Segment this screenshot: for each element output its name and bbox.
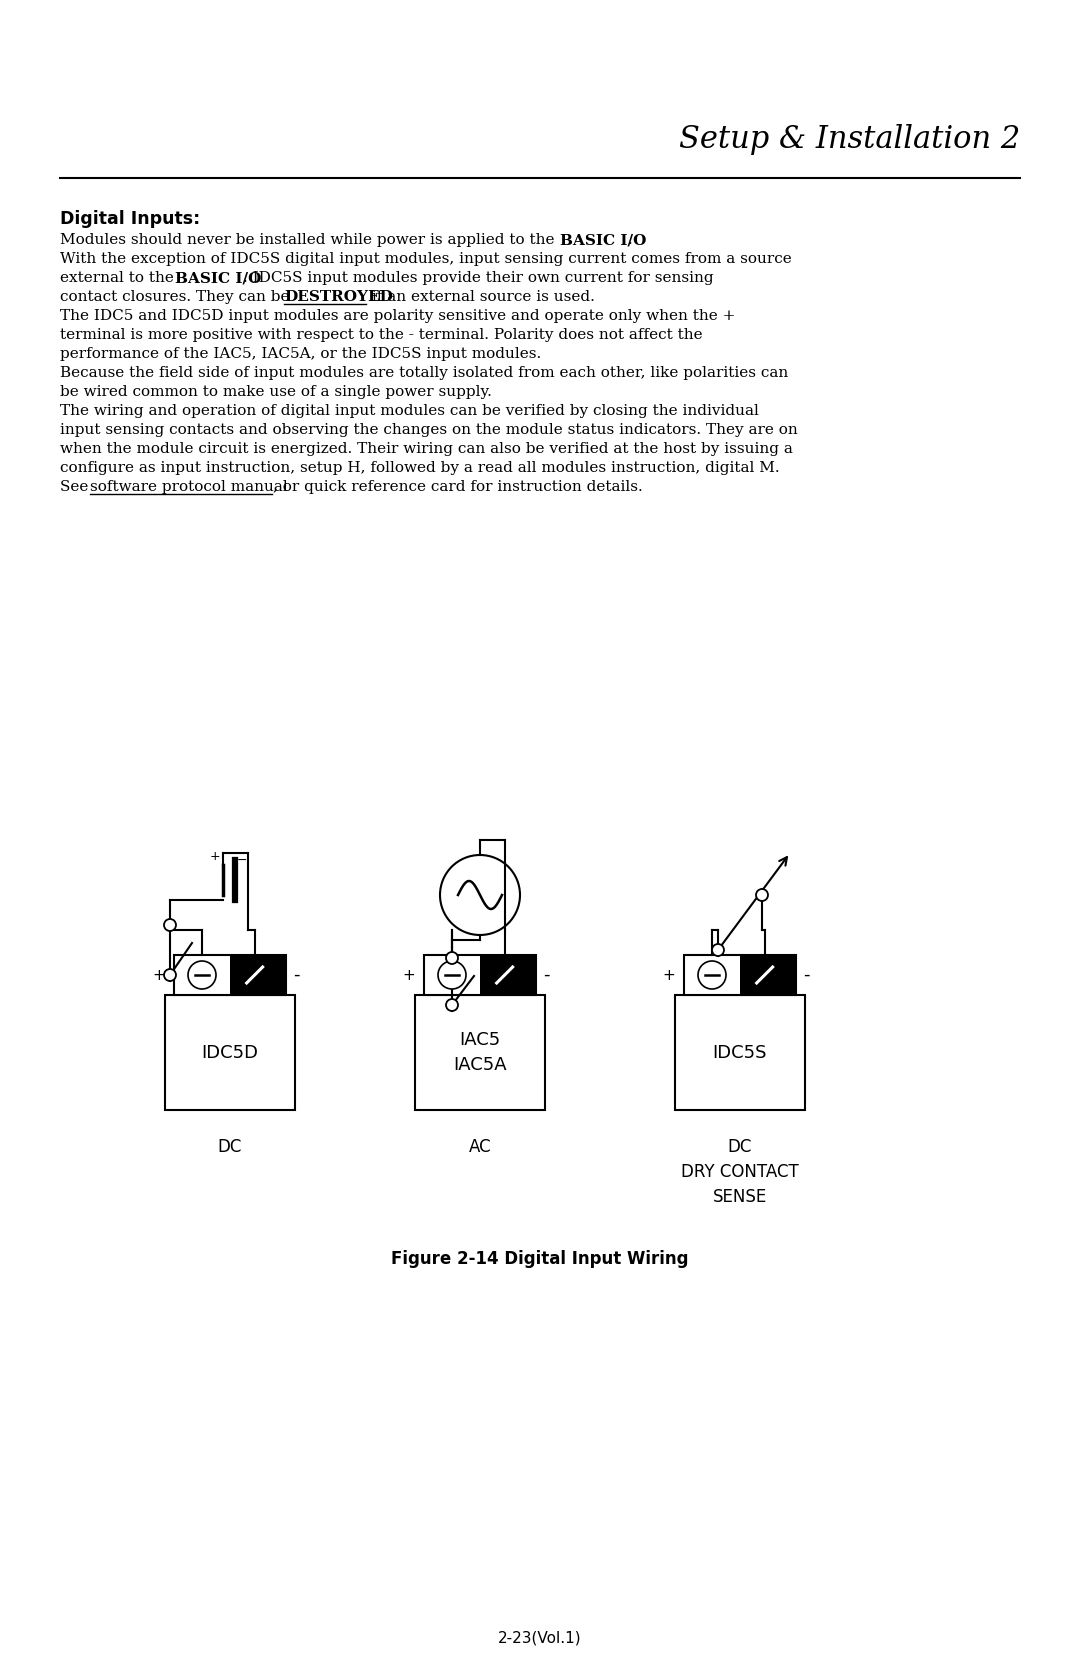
Text: DESTROYED: DESTROYED (284, 290, 393, 304)
Text: BASIC I/O: BASIC I/O (175, 270, 261, 285)
Text: +: + (210, 850, 220, 863)
Bar (174, 955, 230, 995)
Circle shape (712, 945, 724, 956)
Text: IAC5
IAC5A: IAC5 IAC5A (454, 1031, 507, 1073)
Circle shape (164, 920, 176, 931)
Bar (415, 995, 545, 1110)
Text: .: . (627, 234, 633, 247)
Circle shape (751, 961, 779, 990)
Bar (230, 955, 286, 995)
Text: be wired common to make use of a single power supply.: be wired common to make use of a single … (60, 386, 491, 399)
Text: Because the field side of input modules are totally isolated from each other, li: Because the field side of input modules … (60, 366, 788, 381)
Text: +: + (152, 968, 165, 983)
Text: +: + (662, 968, 675, 983)
Text: when the module circuit is energized. Their wiring can also be verified at the h: when the module circuit is energized. Th… (60, 442, 793, 456)
Text: With the exception of IDC5S digital input modules, input sensing current comes f: With the exception of IDC5S digital inpu… (60, 252, 792, 265)
Circle shape (188, 961, 216, 990)
Text: contact closures. They can be: contact closures. They can be (60, 290, 295, 304)
Text: DC: DC (218, 1138, 242, 1157)
Circle shape (490, 961, 518, 990)
Text: IDC5D: IDC5D (202, 1043, 258, 1061)
Text: terminal is more positive with respect to the - terminal. Polarity does not affe: terminal is more positive with respect t… (60, 329, 703, 342)
Text: AC: AC (469, 1138, 491, 1157)
Text: +: + (402, 968, 415, 983)
Circle shape (698, 961, 726, 990)
Circle shape (756, 890, 768, 901)
Text: The IDC5 and IDC5D input modules are polarity sensitive and operate only when th: The IDC5 and IDC5D input modules are pol… (60, 309, 735, 324)
Circle shape (241, 961, 269, 990)
Text: The wiring and operation of digital input modules can be verified by closing the: The wiring and operation of digital inpu… (60, 404, 759, 417)
Circle shape (440, 855, 519, 935)
Text: software protocol manual: software protocol manual (90, 481, 287, 494)
Text: , or quick reference card for instruction details.: , or quick reference card for instructio… (273, 481, 643, 494)
Text: if an external source is used.: if an external source is used. (367, 290, 595, 304)
Text: 2-23(Vol.1): 2-23(Vol.1) (498, 1631, 582, 1646)
Text: -: - (293, 966, 299, 985)
Text: -: - (543, 966, 550, 985)
Bar (424, 955, 480, 995)
Text: IDC5S: IDC5S (713, 1043, 767, 1061)
Bar (675, 995, 805, 1110)
Bar (740, 955, 796, 995)
Text: Figure 2-14 Digital Input Wiring: Figure 2-14 Digital Input Wiring (391, 1250, 689, 1268)
Text: Modules should never be installed while power is applied to the: Modules should never be installed while … (60, 234, 559, 247)
Text: Setup & Installation 2: Setup & Installation 2 (678, 124, 1020, 155)
Circle shape (438, 961, 465, 990)
Text: external to the: external to the (60, 270, 179, 285)
Circle shape (446, 1000, 458, 1011)
Text: performance of the IAC5, IAC5A, or the IDC5S input modules.: performance of the IAC5, IAC5A, or the I… (60, 347, 541, 361)
Text: −: − (237, 855, 247, 866)
Text: configure as input instruction, setup H, followed by a read all modules instruct: configure as input instruction, setup H,… (60, 461, 780, 476)
Bar (480, 955, 536, 995)
Text: DC
DRY CONTACT
SENSE: DC DRY CONTACT SENSE (681, 1138, 799, 1207)
Bar (424, 955, 536, 995)
Circle shape (446, 951, 458, 965)
Bar (174, 955, 286, 995)
Text: . IDC5S input modules provide their own current for sensing: . IDC5S input modules provide their own … (243, 270, 714, 285)
Text: BASIC I/O: BASIC I/O (561, 234, 646, 247)
Text: -: - (804, 966, 810, 985)
Circle shape (164, 970, 176, 981)
Bar (684, 955, 796, 995)
Text: See: See (60, 481, 93, 494)
Bar (165, 995, 295, 1110)
Text: input sensing contacts and observing the changes on the module status indicators: input sensing contacts and observing the… (60, 422, 798, 437)
Bar (684, 955, 740, 995)
Text: Digital Inputs:: Digital Inputs: (60, 210, 200, 229)
